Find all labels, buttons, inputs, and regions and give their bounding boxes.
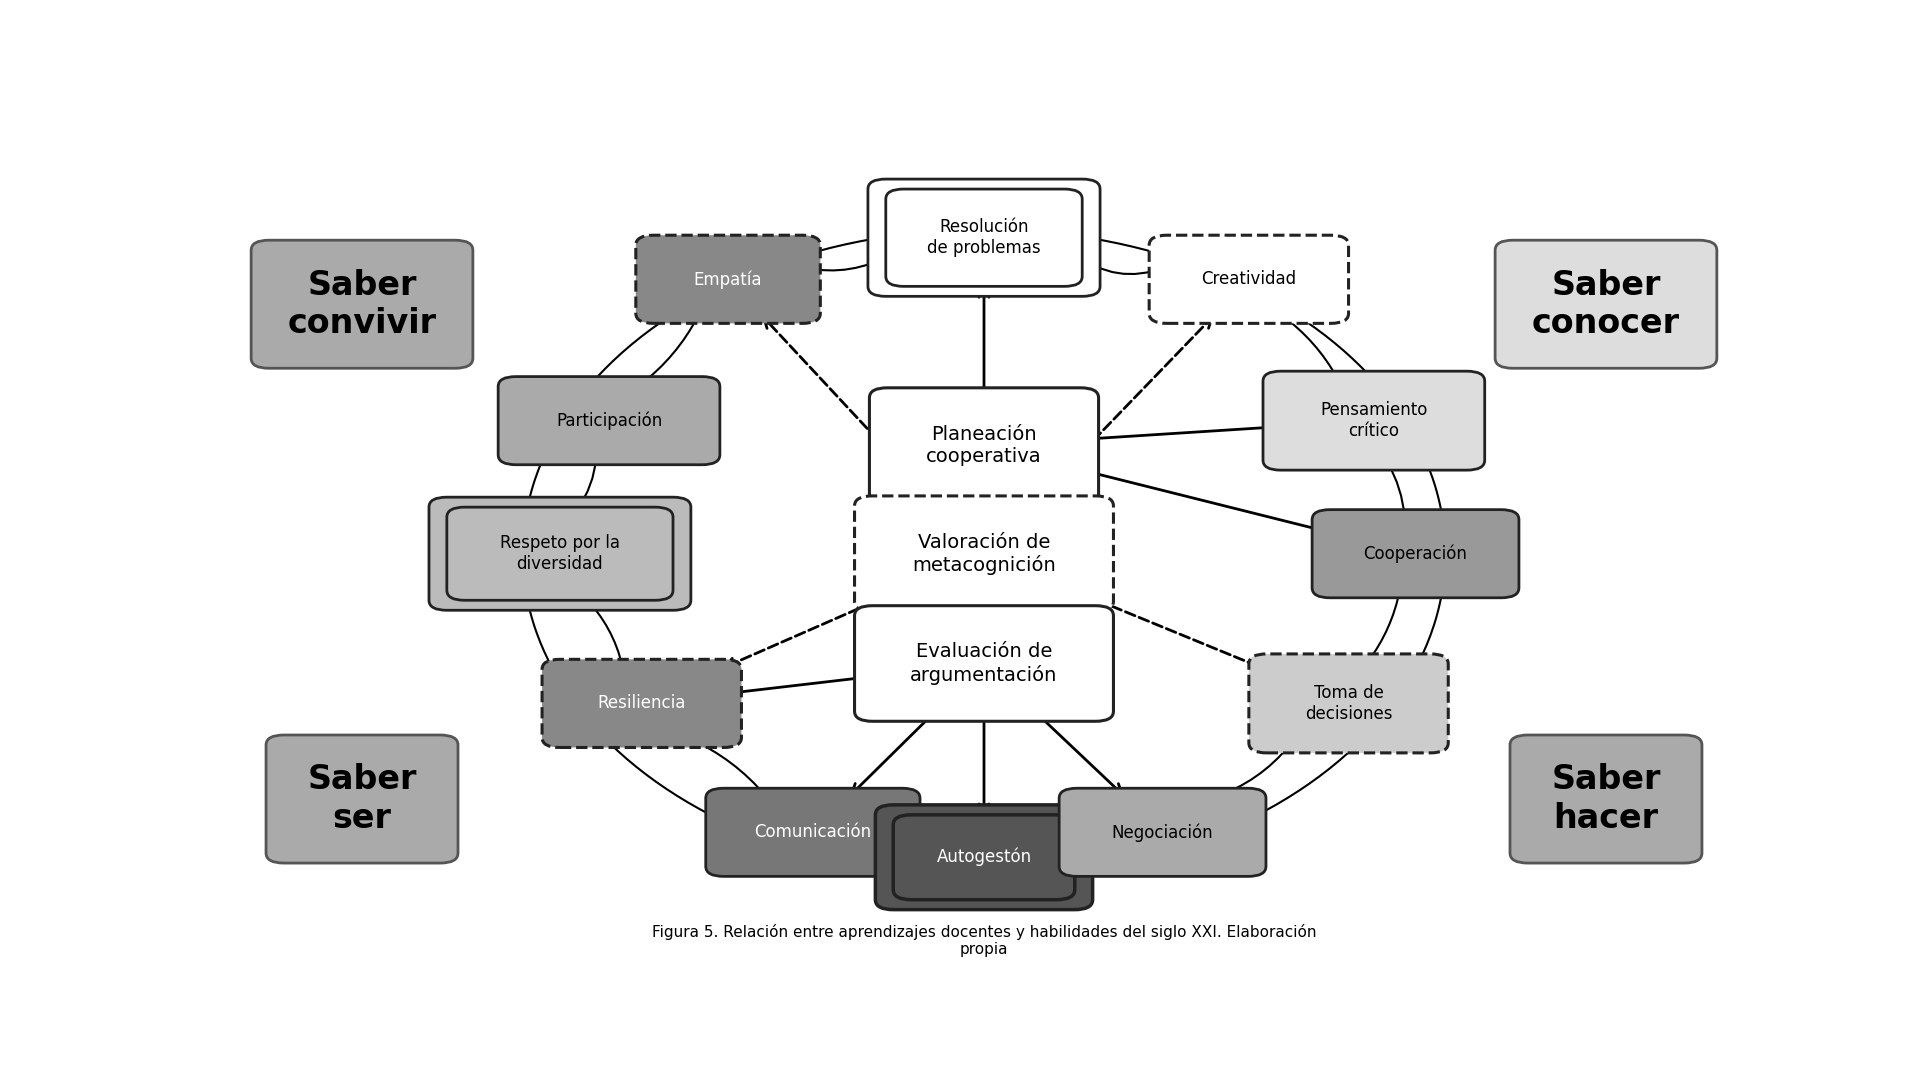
Text: Toma de
decisiones: Toma de decisiones — [1306, 684, 1392, 723]
FancyBboxPatch shape — [636, 235, 820, 323]
FancyBboxPatch shape — [854, 496, 1114, 611]
Text: Creatividad: Creatividad — [1202, 270, 1296, 288]
FancyBboxPatch shape — [868, 179, 1100, 296]
FancyBboxPatch shape — [876, 805, 1092, 909]
Text: Comunicación: Comunicación — [755, 823, 872, 841]
FancyBboxPatch shape — [1263, 372, 1484, 470]
Text: Autogestón: Autogestón — [937, 848, 1031, 866]
FancyBboxPatch shape — [428, 497, 691, 610]
Text: Planeación
cooperativa: Planeación cooperativa — [925, 426, 1043, 467]
FancyBboxPatch shape — [1060, 788, 1265, 876]
Text: Resolución
de problemas: Resolución de problemas — [927, 218, 1041, 257]
Text: Cooperación: Cooperación — [1363, 544, 1467, 563]
FancyBboxPatch shape — [267, 735, 459, 863]
FancyBboxPatch shape — [1496, 240, 1716, 368]
FancyBboxPatch shape — [1248, 653, 1448, 753]
Text: Empatía: Empatía — [693, 270, 762, 288]
FancyBboxPatch shape — [447, 508, 674, 600]
Text: Saber
convivir: Saber convivir — [288, 269, 436, 340]
FancyBboxPatch shape — [893, 814, 1075, 900]
FancyBboxPatch shape — [541, 659, 741, 747]
Text: Participación: Participación — [557, 411, 662, 430]
FancyBboxPatch shape — [854, 606, 1114, 721]
Text: Respeto por la
diversidad: Respeto por la diversidad — [499, 535, 620, 573]
Text: Negociación: Negociación — [1112, 823, 1213, 841]
FancyBboxPatch shape — [1150, 235, 1348, 323]
FancyBboxPatch shape — [497, 377, 720, 464]
Text: Saber
ser: Saber ser — [307, 764, 417, 835]
FancyBboxPatch shape — [1311, 510, 1519, 598]
Text: Saber
conocer: Saber conocer — [1532, 269, 1680, 340]
FancyBboxPatch shape — [707, 788, 920, 876]
Text: Saber
hacer: Saber hacer — [1551, 764, 1661, 835]
Text: Figura 5. Relación entre aprendizajes docentes y habilidades del siglo XXI. Elab: Figura 5. Relación entre aprendizajes do… — [651, 923, 1317, 957]
FancyBboxPatch shape — [870, 388, 1098, 503]
FancyBboxPatch shape — [252, 240, 472, 368]
Text: Valoración de
metacognición: Valoración de metacognición — [912, 532, 1056, 575]
Text: Resiliencia: Resiliencia — [597, 694, 685, 713]
Text: Evaluación de
argumentación: Evaluación de argumentación — [910, 643, 1058, 685]
Text: Pensamiento
crítico: Pensamiento crítico — [1321, 402, 1428, 440]
FancyBboxPatch shape — [1509, 735, 1701, 863]
FancyBboxPatch shape — [885, 189, 1083, 286]
